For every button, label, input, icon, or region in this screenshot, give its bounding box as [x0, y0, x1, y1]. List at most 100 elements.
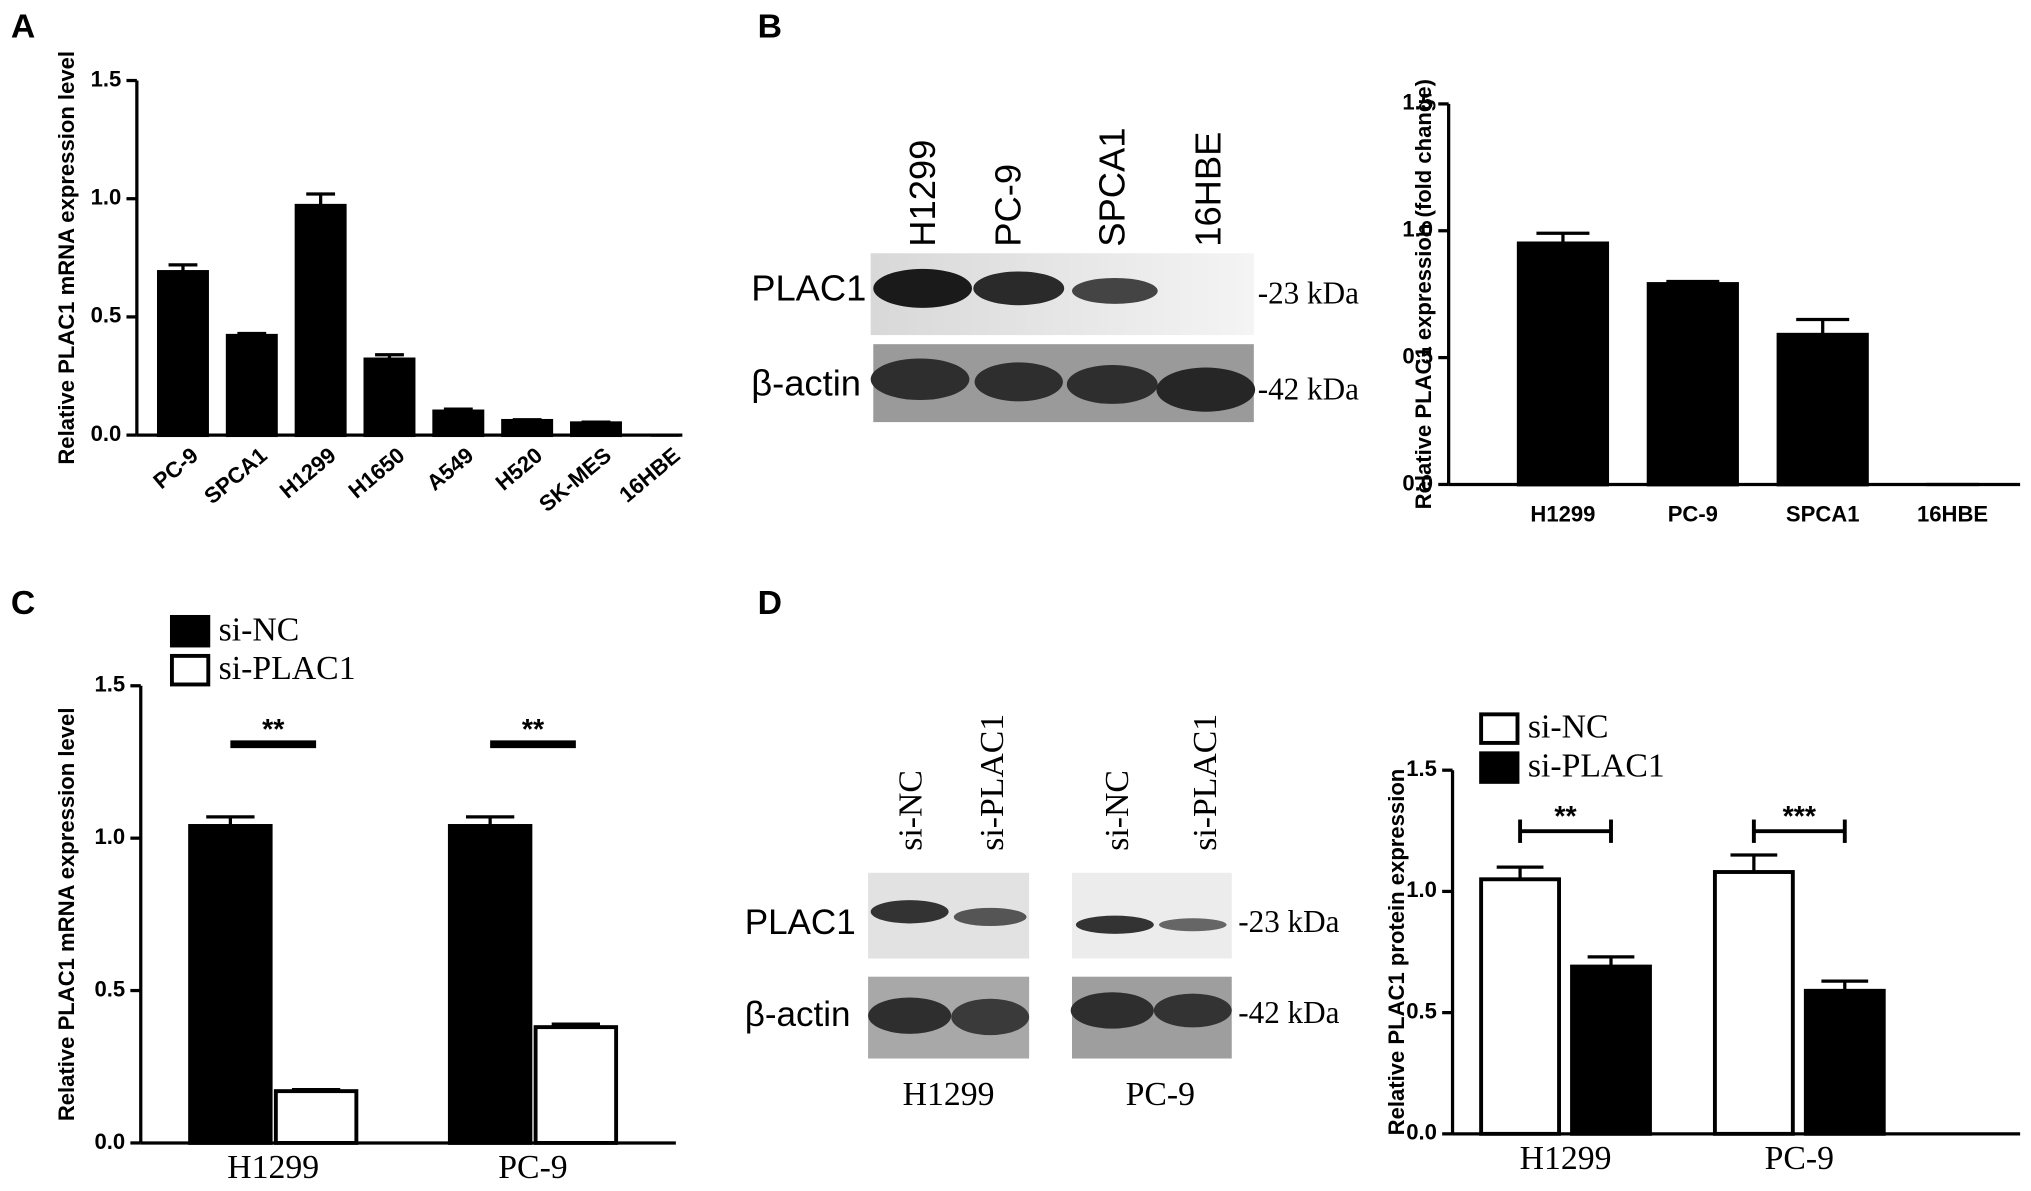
- panel-label: D: [758, 584, 782, 622]
- y-tick-label: 0.0: [1402, 470, 1433, 495]
- x-tick-label: PC-9: [1765, 1140, 1834, 1177]
- row-label: PLAC1: [745, 903, 856, 942]
- blot-strip: [1071, 872, 1232, 959]
- band: [1075, 915, 1154, 934]
- y-tick-label: 1.5: [1402, 90, 1433, 115]
- x-tick-label: 16HBE: [1917, 501, 1988, 526]
- bar: [570, 421, 622, 438]
- significance-label: **: [262, 714, 285, 746]
- panel-label: B: [758, 7, 782, 45]
- bar: [432, 409, 485, 438]
- y-tick-label: 0.0: [1406, 1120, 1437, 1145]
- row-label: PLAC1: [751, 268, 866, 309]
- lane-label: si-NC: [892, 770, 929, 851]
- bar: [1646, 282, 1739, 487]
- significance-label: ***: [1783, 801, 1817, 833]
- bar: [1803, 988, 1886, 1136]
- x-tick-label: H520: [491, 442, 547, 495]
- band: [974, 362, 1063, 402]
- legend-swatch: [1479, 751, 1520, 784]
- western-blot: si-NC si-PLAC1 si-NC si-PLAC1 PLAC1 β-ac…: [745, 714, 1340, 1113]
- legend-label: si-NC: [1528, 709, 1609, 746]
- group-label: PC-9: [1126, 1076, 1195, 1113]
- band: [1071, 277, 1158, 304]
- y-axis-label: Relative PLAC1 mRNA expression level: [54, 708, 79, 1122]
- band: [1156, 367, 1256, 412]
- legend-label: si-PLAC1: [1528, 748, 1665, 785]
- bar: [1712, 870, 1795, 1136]
- x-tick-label: SPCA1: [199, 442, 271, 508]
- y-tick-label: 1.0: [1406, 877, 1437, 902]
- bar: [156, 270, 209, 438]
- x-tick-label: H1650: [344, 442, 410, 503]
- lane-label: si-PLAC1: [1187, 714, 1224, 851]
- significance-label: **: [1554, 801, 1577, 833]
- marker-label: -23 kDa: [1258, 275, 1359, 310]
- x-tick-label: SPCA1: [1786, 501, 1860, 526]
- band: [873, 268, 972, 308]
- marker-label: -42 kDa: [1258, 371, 1359, 406]
- lane-label: 16HBE: [1188, 132, 1229, 247]
- bar: [533, 1025, 619, 1145]
- row-label: β-actin: [745, 995, 851, 1034]
- x-tick-label: H1299: [1520, 1140, 1612, 1177]
- lane-label: SPCA1: [1091, 128, 1132, 247]
- marker-label: -42 kDa: [1238, 995, 1339, 1030]
- bar: [501, 418, 554, 438]
- bar: [225, 333, 278, 438]
- legend-swatch: [1479, 712, 1520, 745]
- x-tick-label: H1299: [1530, 501, 1595, 526]
- band: [870, 358, 970, 401]
- y-axis-label: Relative PLAC1 protein expression: [1384, 769, 1409, 1136]
- marker-label: -23 kDa: [1238, 904, 1339, 939]
- band: [951, 998, 1030, 1036]
- x-tick-label: H1299: [275, 442, 341, 503]
- y-tick-label: 0.0: [91, 421, 122, 446]
- band: [1153, 993, 1232, 1028]
- band: [1066, 364, 1158, 404]
- y-tick-label: 1.0: [1402, 217, 1433, 242]
- panel-label: A: [11, 7, 35, 45]
- y-tick-label: 1.0: [95, 824, 126, 849]
- y-tick-label: 1.5: [95, 672, 126, 697]
- x-tick-label: PC-9: [1668, 501, 1718, 526]
- x-tick-label: PC-9: [148, 442, 203, 493]
- x-tick-label: H1299: [227, 1149, 319, 1186]
- y-tick-label: 0.0: [95, 1129, 126, 1154]
- band: [973, 271, 1065, 306]
- y-tick-label: 0.5: [1402, 343, 1433, 368]
- significance-label: **: [522, 714, 545, 746]
- y-axis-label: Relative PLAC1 mRNA expression level: [54, 51, 79, 465]
- y-tick-label: 0.5: [1406, 998, 1437, 1023]
- bar: [188, 824, 273, 1145]
- band: [870, 900, 949, 924]
- y-tick-label: 1.5: [91, 66, 122, 91]
- legend-swatch: [169, 653, 211, 687]
- lane-label: H1299: [902, 140, 943, 247]
- bar: [447, 824, 533, 1145]
- band: [868, 997, 952, 1034]
- bar: [1516, 241, 1610, 487]
- y-tick-label: 0.5: [91, 303, 122, 328]
- legend-label: si-NC: [219, 611, 300, 648]
- bar: [1479, 877, 1561, 1136]
- lane-label: si-PLAC1: [974, 714, 1011, 851]
- lane-label: si-NC: [1099, 770, 1136, 851]
- lane-label: PC-9: [988, 164, 1029, 247]
- bar: [363, 357, 416, 438]
- bar: [294, 203, 347, 438]
- group-label: H1299: [903, 1076, 995, 1113]
- x-tick-label: SK-MES: [534, 442, 616, 516]
- bar: [1776, 332, 1869, 487]
- legend-swatch: [169, 614, 211, 648]
- legend-label: si-PLAC1: [219, 650, 356, 687]
- x-tick-label: PC-9: [498, 1149, 567, 1186]
- bar: [1570, 964, 1652, 1136]
- x-tick-label: A549: [422, 442, 478, 495]
- y-tick-label: 0.5: [95, 976, 126, 1001]
- y-tick-label: 1.0: [91, 185, 122, 210]
- band: [1159, 918, 1227, 932]
- bar: [273, 1089, 359, 1145]
